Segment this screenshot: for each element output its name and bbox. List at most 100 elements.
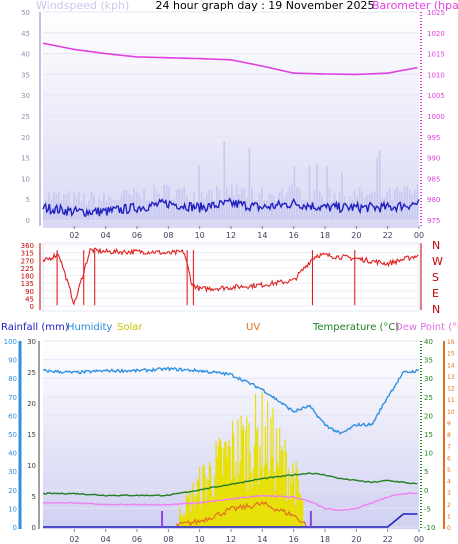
wind-direction-line (42, 247, 419, 305)
direction-plot-area (42, 242, 420, 312)
rainfall-line (43, 513, 418, 528)
x-tick-label: 16 (289, 231, 299, 240)
gust-bar (205, 193, 208, 220)
solar-bar (293, 478, 295, 527)
humidity-tick-label: 20 (8, 487, 17, 495)
solar-bar (250, 473, 252, 527)
gust-bar (373, 191, 376, 220)
uv-tick-label: 5 (447, 467, 451, 474)
uv-tick-label: 9 (447, 420, 451, 427)
solar-bar (246, 417, 248, 527)
solar-bar (226, 457, 228, 527)
chart-title: 24 hour graph day : 19 November 2025 (155, 0, 374, 12)
solar-bar (242, 425, 245, 527)
gust-bar (65, 194, 68, 220)
solar-bar (204, 474, 206, 527)
solar-bar (224, 441, 226, 527)
solar-bar (274, 491, 276, 527)
solar-bar (228, 439, 230, 527)
solar-bar (238, 474, 240, 527)
solar-bar (183, 512, 185, 527)
windspeed-tick-label: 25 (21, 113, 30, 121)
gust-bar (203, 199, 206, 220)
humidity-label: Humidity (67, 322, 112, 333)
gust-bar (398, 191, 401, 220)
gust-bar (83, 193, 85, 220)
gust-bar (288, 187, 291, 220)
solar-bar (291, 483, 293, 527)
windspeed-tick-label: 20 (21, 134, 30, 142)
gust-bar (195, 202, 198, 220)
solar-bar (267, 400, 269, 527)
solar-bar (272, 408, 274, 527)
gust-bar (253, 198, 256, 220)
gust-bar (296, 186, 298, 220)
gust-bar (68, 191, 70, 220)
x-tick-label: 12 (226, 535, 236, 544)
solar-bar (207, 480, 210, 527)
solar-bar (294, 505, 296, 527)
solar-bar (302, 499, 304, 527)
gust-bar (58, 191, 60, 220)
direction-letter: N (432, 303, 440, 316)
solar-bar (201, 502, 203, 527)
solar-tick-label: 25 (27, 369, 36, 377)
solar-bar (188, 496, 190, 527)
solar-tick-label: 20 (27, 400, 36, 408)
x-tick-label: 02 (69, 535, 79, 544)
solar-bar (265, 462, 268, 527)
solar-bar (200, 507, 202, 527)
humidity-tick-label: 10 (8, 505, 17, 513)
solar-bar (215, 441, 217, 527)
x-tick-label: 06 (132, 231, 142, 240)
uv-tick-label: 2 (447, 502, 451, 509)
humidity-tick-label: 90 (8, 357, 17, 365)
solar-bar (231, 420, 234, 527)
solar-bar (202, 465, 204, 527)
solar-tick-label: 5 (32, 493, 36, 501)
windspeed-tick-label: 5 (26, 196, 30, 204)
x-tick-label: 22 (383, 231, 393, 240)
solar-bar (284, 439, 286, 527)
gust-bar (411, 193, 414, 220)
solar-bar (191, 493, 193, 527)
gust-bar (368, 193, 371, 220)
humidity-tick-label: 0 (13, 524, 17, 532)
solar-bar (189, 489, 191, 527)
gust-bar (243, 188, 246, 220)
solar-bar (241, 429, 244, 527)
humidity-tick-label: 30 (8, 468, 17, 476)
humidity-tick-label: 40 (8, 450, 17, 458)
gust-bar (103, 192, 105, 220)
uv-tick-label: 7 (447, 444, 451, 451)
solar-bar (239, 460, 241, 527)
solar-bar (240, 415, 242, 527)
gust-bar (378, 150, 381, 220)
gust-bar (125, 190, 128, 220)
uv-tick-label: 13 (447, 374, 455, 381)
solar-bar (237, 419, 239, 527)
barometer-tick-label: 990 (427, 155, 440, 163)
solar-bar (273, 471, 275, 527)
uv-tick-label: 6 (447, 455, 451, 462)
solar-bar (298, 493, 301, 527)
temperature-tick-label: 15 (424, 431, 433, 439)
solar-bar (249, 452, 251, 527)
rainfall-label: Rainfall (mm) (1, 322, 69, 333)
direction-tick-label: 45 (25, 295, 34, 303)
uv-tick-label: 8 (447, 432, 451, 439)
x-tick-label: 10 (195, 231, 205, 240)
gust-bar (326, 165, 328, 220)
solar-bar (269, 470, 271, 527)
gust-bar (293, 166, 296, 220)
solar-bar (275, 428, 278, 527)
solar-bar (292, 463, 294, 527)
solar-bar (282, 450, 284, 527)
uv-tick-label: 12 (447, 386, 455, 393)
solar-bar (236, 481, 238, 527)
gust-bar (331, 201, 333, 220)
uv-tick-label: 1 (447, 513, 451, 520)
x-tick-label: 02 (69, 231, 79, 240)
uv-tick-label: 4 (447, 479, 451, 486)
solar-tick-label: 10 (27, 462, 36, 470)
